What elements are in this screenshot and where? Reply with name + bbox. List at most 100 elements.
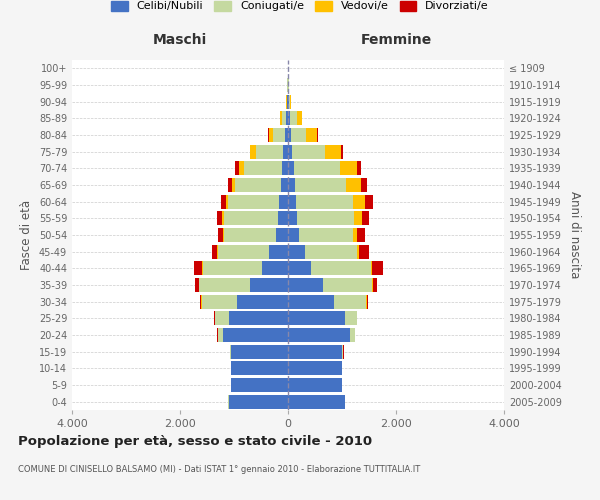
Bar bbox=[288, 394, 344, 409]
Bar bbox=[295, 162, 340, 175]
Bar bbox=[281, 162, 288, 175]
Bar bbox=[353, 228, 357, 242]
Bar bbox=[288, 244, 305, 259]
Bar bbox=[357, 228, 365, 242]
Legend: Celibi/Nubili, Coniugati/e, Vedovi/e, Divorziati/e: Celibi/Nubili, Coniugati/e, Vedovi/e, Di… bbox=[111, 0, 489, 12]
Bar bbox=[212, 244, 217, 259]
Bar bbox=[359, 244, 369, 259]
Bar bbox=[334, 294, 366, 308]
Bar bbox=[292, 144, 325, 159]
Bar bbox=[200, 294, 202, 308]
Bar bbox=[203, 261, 262, 276]
Bar bbox=[229, 394, 288, 409]
Bar bbox=[325, 144, 341, 159]
Bar bbox=[232, 378, 288, 392]
Bar bbox=[250, 144, 256, 159]
Y-axis label: Anni di nascita: Anni di nascita bbox=[568, 192, 581, 278]
Bar bbox=[290, 112, 296, 126]
Bar bbox=[282, 112, 286, 126]
Text: Maschi: Maschi bbox=[153, 32, 207, 46]
Bar bbox=[218, 244, 269, 259]
Bar bbox=[288, 178, 295, 192]
Bar bbox=[229, 311, 288, 326]
Bar bbox=[230, 344, 232, 359]
Bar bbox=[218, 228, 223, 242]
Bar bbox=[223, 228, 224, 242]
Bar bbox=[288, 228, 299, 242]
Bar bbox=[199, 278, 250, 292]
Y-axis label: Fasce di età: Fasce di età bbox=[20, 200, 33, 270]
Bar bbox=[278, 211, 288, 226]
Bar bbox=[250, 278, 288, 292]
Bar bbox=[227, 178, 232, 192]
Bar bbox=[221, 194, 226, 209]
Bar bbox=[226, 194, 228, 209]
Bar bbox=[286, 128, 288, 142]
Bar bbox=[288, 361, 342, 376]
Bar bbox=[299, 228, 353, 242]
Bar bbox=[202, 294, 236, 308]
Bar bbox=[288, 261, 311, 276]
Bar bbox=[286, 112, 288, 126]
Text: COMUNE DI CINISELLO BALSAMO (MI) - Dati ISTAT 1° gennaio 2010 - Elaborazione TUT: COMUNE DI CINISELLO BALSAMO (MI) - Dati … bbox=[18, 465, 420, 474]
Bar bbox=[288, 344, 342, 359]
Bar bbox=[372, 278, 373, 292]
Bar bbox=[280, 112, 282, 126]
Bar bbox=[239, 162, 244, 175]
Bar bbox=[361, 178, 367, 192]
Bar bbox=[288, 378, 342, 392]
Bar bbox=[235, 178, 281, 192]
Bar bbox=[195, 278, 199, 292]
Bar bbox=[273, 128, 286, 142]
Bar bbox=[365, 194, 373, 209]
Bar bbox=[350, 328, 355, 342]
Bar bbox=[296, 194, 353, 209]
Bar bbox=[262, 261, 288, 276]
Bar bbox=[232, 344, 288, 359]
Bar bbox=[346, 178, 361, 192]
Bar bbox=[362, 211, 369, 226]
Bar bbox=[307, 128, 317, 142]
Bar bbox=[342, 344, 343, 359]
Bar bbox=[353, 194, 365, 209]
Bar bbox=[217, 211, 222, 226]
Bar bbox=[224, 228, 275, 242]
Bar bbox=[269, 128, 273, 142]
Bar bbox=[354, 211, 362, 226]
Bar bbox=[341, 144, 343, 159]
Bar bbox=[372, 261, 383, 276]
Bar bbox=[288, 128, 291, 142]
Bar bbox=[236, 294, 288, 308]
Bar bbox=[215, 311, 229, 326]
Bar bbox=[297, 211, 354, 226]
Bar bbox=[281, 178, 288, 192]
Bar bbox=[275, 228, 288, 242]
Bar bbox=[244, 162, 281, 175]
Bar bbox=[269, 244, 288, 259]
Bar bbox=[280, 194, 288, 209]
Bar bbox=[323, 278, 372, 292]
Bar bbox=[218, 328, 223, 342]
Bar bbox=[228, 194, 280, 209]
Bar bbox=[356, 244, 359, 259]
Bar bbox=[295, 178, 346, 192]
Bar bbox=[305, 244, 356, 259]
Bar bbox=[288, 328, 350, 342]
Bar bbox=[223, 328, 288, 342]
Bar bbox=[344, 311, 356, 326]
Bar bbox=[288, 211, 297, 226]
Bar bbox=[232, 178, 235, 192]
Bar bbox=[194, 261, 202, 276]
Bar bbox=[235, 162, 239, 175]
Bar bbox=[222, 211, 224, 226]
Bar bbox=[288, 311, 344, 326]
Bar bbox=[288, 294, 334, 308]
Bar bbox=[373, 278, 377, 292]
Bar bbox=[340, 162, 356, 175]
Bar bbox=[367, 294, 368, 308]
Bar bbox=[232, 361, 288, 376]
Bar bbox=[291, 128, 307, 142]
Bar bbox=[256, 144, 283, 159]
Bar bbox=[296, 112, 302, 126]
Bar bbox=[283, 144, 288, 159]
